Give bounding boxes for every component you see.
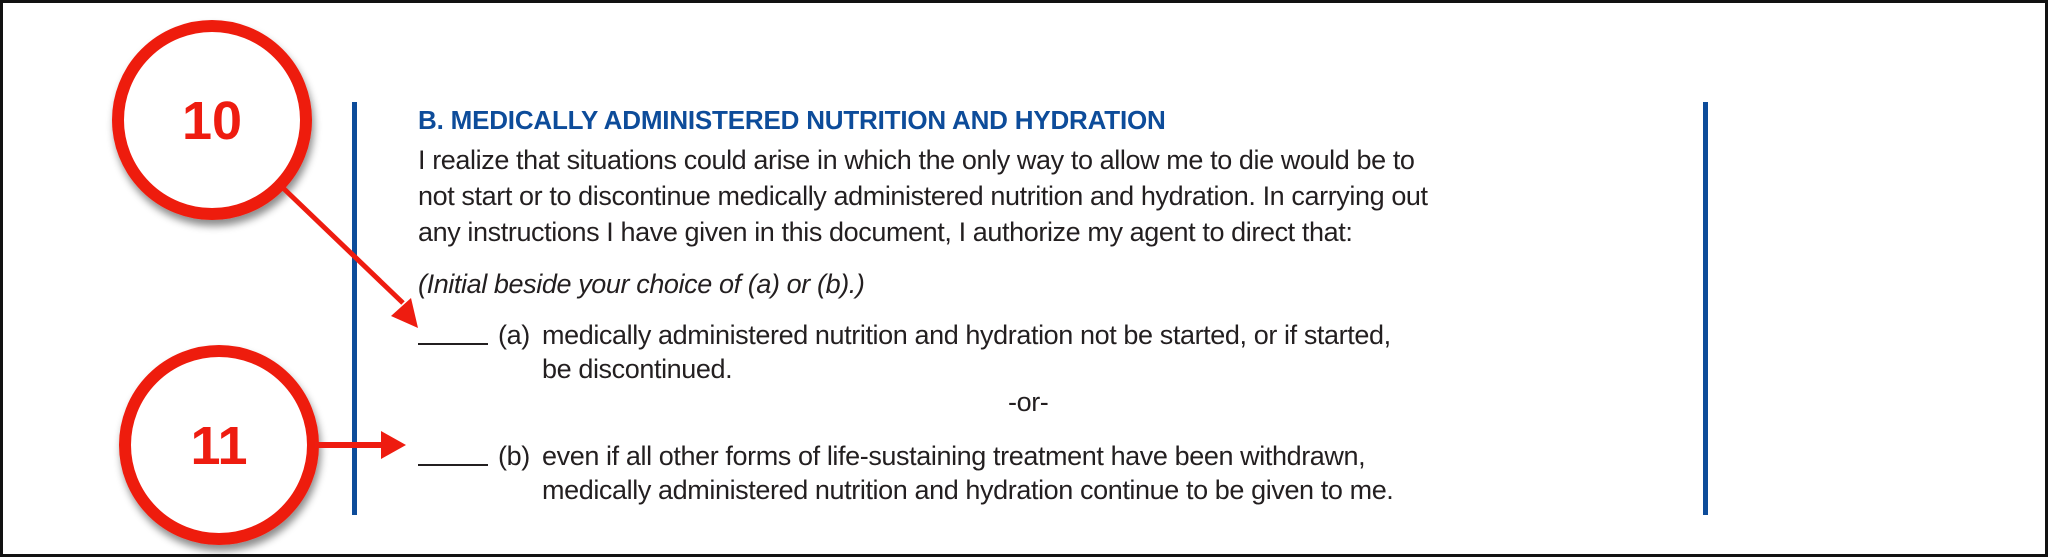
circle-icon [112, 20, 312, 220]
section-heading: B. MEDICALLY ADMINISTERED NUTRITION AND … [418, 105, 1166, 135]
option-b-label: (b) [498, 441, 530, 471]
callout-10: 10 [112, 20, 418, 328]
initial-blank-a[interactable] [418, 343, 488, 345]
callout-number: 11 [190, 416, 247, 476]
callout-number: 10 [182, 91, 242, 151]
callout-overlay: 10 11 [112, 20, 418, 545]
right-rule [1703, 102, 1708, 515]
option-a-label: (a) [498, 320, 530, 350]
arrow-line [279, 184, 405, 305]
paragraph-line: I realize that situations could arise in… [418, 145, 1415, 175]
or-separator: -or- [1008, 387, 1049, 417]
callout-11: 11 [119, 345, 406, 545]
paragraph-line: not start or to discontinue medically ad… [418, 181, 1428, 211]
circle-icon [119, 345, 319, 545]
arrow-head-icon [391, 298, 418, 328]
arrow-head-icon [381, 431, 406, 459]
option-a-text: be discontinued. [542, 354, 733, 384]
option-b-text: even if all other forms of life-sustaini… [542, 441, 1366, 471]
option-b-text: medically administered nutrition and hyd… [542, 475, 1394, 505]
initial-blank-b[interactable] [418, 464, 488, 466]
instruction-text: (Initial beside your choice of (a) or (b… [418, 269, 865, 299]
option-a-text: medically administered nutrition and hyd… [542, 320, 1391, 350]
paragraph-line: any instructions I have given in this do… [418, 217, 1353, 247]
left-rule [352, 102, 357, 515]
